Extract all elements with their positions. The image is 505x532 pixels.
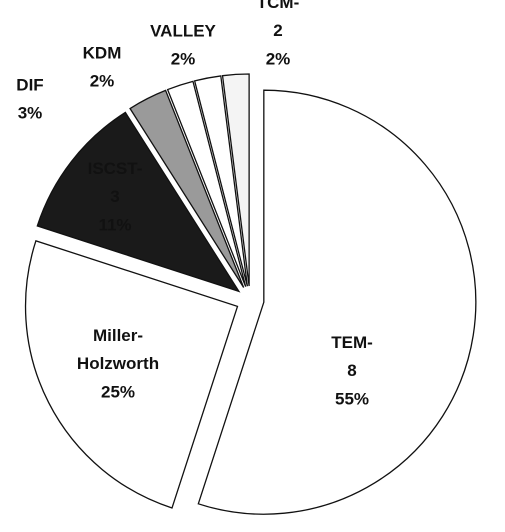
slice-label-line: TEM- [331, 333, 373, 352]
slice-label-line: ISCST- [88, 159, 143, 178]
slice-label: Miller- Holzworth [77, 326, 159, 373]
slice-label-line: Holzworth [77, 354, 159, 373]
slice-label-line: 2 [273, 21, 282, 40]
pie-slice [197, 89, 477, 515]
slice-value-label: 25% [101, 382, 135, 401]
slice-label: ISCST- 3 [88, 159, 143, 206]
pie-slice [166, 80, 247, 287]
slice-label: TCM- 2 [257, 0, 299, 40]
pie-slice [129, 89, 245, 288]
slice-value-label: 2% [171, 49, 196, 68]
slice-label-line: TCM- [257, 0, 299, 12]
slice-label: TEM- 8 [331, 333, 373, 380]
slice-value-label: 11% [98, 215, 131, 234]
slice-value-label: 2% [90, 71, 115, 90]
slice-value-label: 55% [335, 389, 369, 408]
pie-slice [193, 75, 249, 287]
slice-label-line: Miller- [93, 326, 143, 345]
pie-slice [36, 111, 241, 293]
slice-value-label: 2% [266, 49, 291, 68]
pie-slice [221, 73, 250, 287]
slice-label: DIF [16, 75, 43, 94]
slice-label-line: 3 [110, 187, 119, 206]
slice-label-line: 8 [347, 361, 356, 380]
pie-slice [24, 240, 239, 509]
slice-label: KDM [83, 43, 122, 62]
slice-label: VALLEY [150, 21, 216, 40]
slice-value-label: 3% [18, 103, 43, 122]
